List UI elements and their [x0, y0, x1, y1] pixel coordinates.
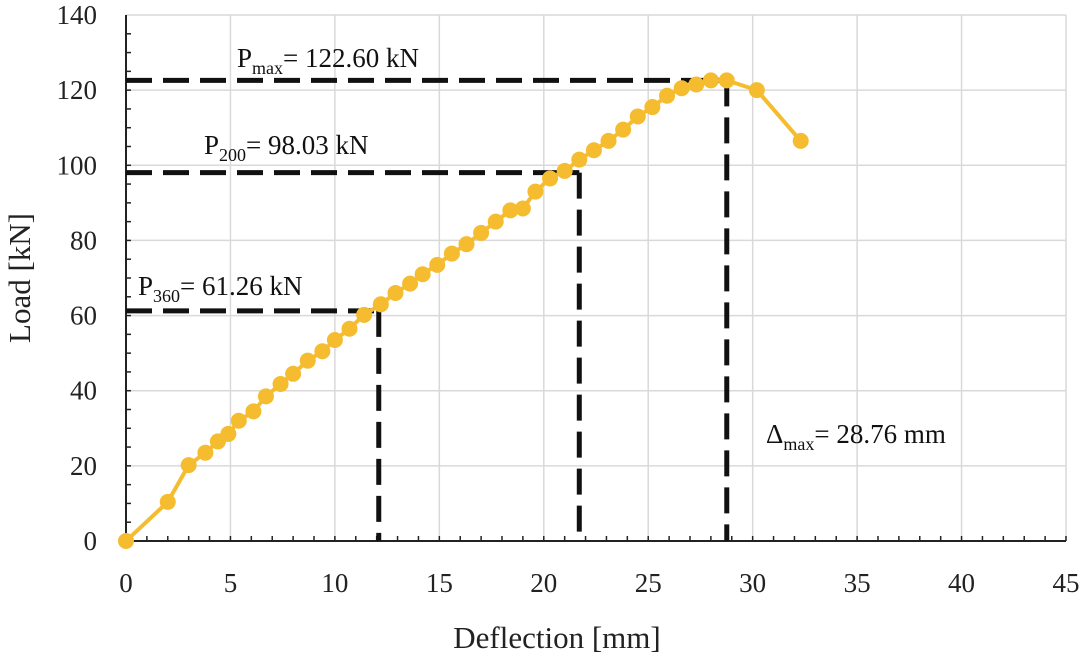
data-point	[487, 213, 504, 230]
data-point	[257, 388, 274, 405]
data-point	[718, 72, 735, 89]
data-point	[629, 108, 646, 125]
y-tick-label: 140	[57, 0, 98, 30]
data-point	[180, 457, 197, 474]
x-tick-label: 20	[530, 568, 557, 598]
data-point	[414, 266, 431, 283]
data-point	[514, 200, 531, 217]
data-point	[272, 375, 289, 392]
x-tick-label: 10	[321, 568, 348, 598]
annotations: Pmax= 122.60 kN P200= 98.03 kN P360= 61.26…	[138, 43, 946, 454]
data-point	[502, 202, 519, 219]
annotation-dmax: Δmax= 28.76 mm	[766, 419, 946, 454]
data-point	[372, 296, 389, 313]
grid	[125, 14, 1067, 542]
y-tick-label: 80	[70, 225, 97, 255]
x-tick-label: 35	[844, 568, 871, 598]
x-tick-label: 40	[948, 568, 975, 598]
data-point	[299, 352, 316, 369]
y-tick-label: 20	[70, 451, 97, 481]
data-point	[748, 82, 765, 99]
data-point	[220, 425, 237, 442]
data-point	[118, 533, 134, 549]
data-point	[792, 132, 809, 149]
x-tick-label: 25	[635, 568, 662, 598]
data-point	[159, 493, 176, 510]
data-point	[402, 275, 419, 292]
data-point	[341, 320, 358, 337]
y-tick-label: 120	[57, 75, 98, 105]
x-tick-label: 5	[224, 568, 238, 598]
x-tick-label: 15	[426, 568, 453, 598]
reference-lines	[126, 77, 730, 541]
data-point	[245, 403, 262, 420]
data-series	[118, 72, 809, 549]
data-point	[356, 306, 373, 323]
data-point	[659, 87, 676, 104]
annotation-p360: P360= 61.26 kN	[138, 271, 303, 306]
data-point	[688, 76, 705, 93]
data-point	[230, 412, 247, 429]
data-point	[556, 162, 573, 179]
x-tick-label: 0	[119, 568, 133, 598]
y-tick-label: 0	[84, 526, 98, 556]
y-tick-label: 60	[70, 301, 97, 331]
annotation-p200: P200= 98.03 kN	[204, 130, 369, 165]
data-point	[443, 245, 460, 262]
y-axis-title: Load [kN]	[2, 213, 37, 343]
data-point	[473, 224, 490, 241]
y-tick-label: 40	[70, 376, 97, 406]
tick-labels: 0 5 10 15 20 25 30 35 40 45 0 20 40 60 80 100 120 140	[57, 0, 1080, 598]
data-point	[702, 72, 719, 89]
data-point	[585, 142, 602, 159]
data-point	[615, 121, 632, 138]
data-point	[673, 80, 690, 97]
data-point	[285, 365, 302, 382]
data-point	[571, 151, 588, 168]
data-point	[458, 236, 475, 253]
data-point	[527, 183, 544, 200]
data-point	[429, 256, 446, 273]
axes	[125, 15, 1067, 542]
x-tick-label: 45	[1053, 568, 1080, 598]
x-tick-label: 30	[739, 568, 766, 598]
data-point	[197, 444, 214, 461]
annotation-pmax: Pmax= 122.60 kN	[237, 43, 419, 78]
data-point	[600, 132, 617, 149]
data-point	[644, 99, 661, 116]
data-point	[326, 331, 343, 348]
data-point	[314, 343, 331, 360]
data-point	[542, 170, 559, 187]
y-tick-label: 100	[57, 150, 98, 180]
x-axis-title: Deflection [mm]	[453, 620, 660, 655]
data-point	[387, 285, 404, 302]
